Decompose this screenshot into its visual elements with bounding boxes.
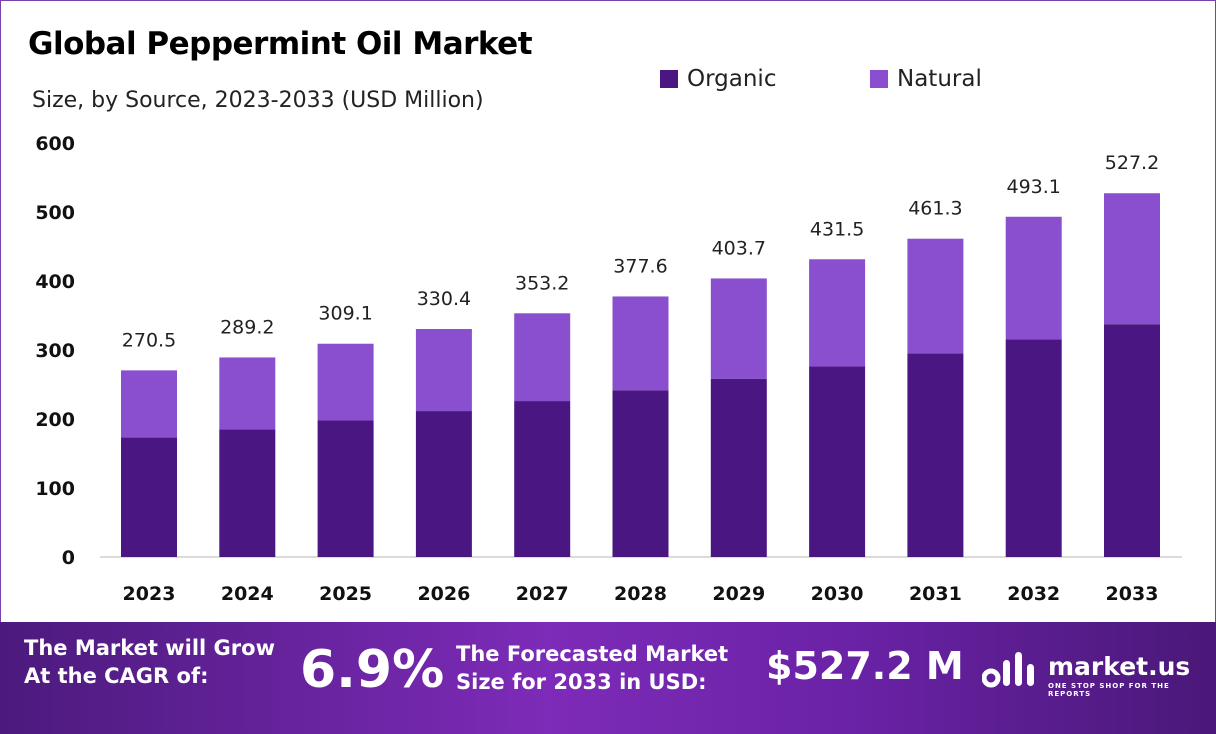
bar-natural-2026 [415,329,472,412]
cagr-label: The Market will Grow At the CAGR of: [24,634,275,690]
bar-total-label: 377.6 [613,255,667,277]
forecast-label-line2: Size for 2033 in USD: [456,670,707,694]
bar-organic-2028 [612,390,669,557]
bar-natural-2031 [907,238,964,354]
bar-total-label: 330.4 [417,288,471,310]
cagr-label-line1: The Market will Grow [24,636,275,660]
bar-natural-2029 [710,278,767,379]
cagr-value: 6.9% [300,640,445,700]
bar-natural-2033 [1104,193,1160,325]
legend-swatch-natural [870,70,888,88]
y-tick-label: 0 [62,547,75,569]
y-tick-label: 300 [35,340,75,362]
x-tick-label: 2033 [1106,583,1159,605]
bar-natural-2025 [317,343,374,421]
bar-total-label: 493.1 [1006,176,1060,198]
forecast-label: The Forecasted Market Size for 2033 in U… [456,640,728,696]
bar-natural-2027 [514,313,571,402]
bar-total-label: 403.7 [712,237,766,259]
y-tick-label: 400 [35,271,75,293]
y-tick-label: 200 [35,409,75,431]
bar-organic-2027 [514,401,571,557]
bar-total-label: 289.2 [220,316,274,338]
x-tick-label: 2032 [1007,583,1060,605]
bar-natural-2032 [1005,216,1062,340]
x-tick-label: 2029 [712,583,765,605]
bar-total-label: 461.3 [908,198,962,220]
y-tick-label: 500 [35,202,75,224]
bar-organic-2026 [415,411,472,557]
bar-total-label: 527.2 [1105,152,1159,174]
bar-total-label: 309.1 [318,303,372,325]
bar-organic-2024 [219,429,276,557]
bar-organic-2023 [121,437,177,557]
forecast-value: $527.2 M [766,644,964,688]
logo-tagline: ONE STOP SHOP FOR THE REPORTS [1048,682,1170,698]
bar-natural-2023 [121,370,177,438]
x-tick-label: 2024 [221,583,274,605]
y-tick-label: 600 [35,133,75,155]
bar-organic-2030 [809,366,866,557]
x-tick-label: 2028 [614,583,667,605]
bar-organic-2031 [907,353,964,557]
bar-natural-2030 [809,259,866,367]
x-tick-label: 2023 [123,583,176,605]
x-tick-label: 2031 [909,583,962,605]
forecast-label-line1: The Forecasted Market [456,642,729,666]
legend-swatch-organic [660,70,678,88]
x-tick-label: 2025 [319,583,372,605]
chart-subtitle: Size, by Source, 2023-2033 (USD Million) [32,88,484,113]
x-tick-label: 2030 [811,583,864,605]
footer-banner: The Market will Grow At the CAGR of: 6.9… [0,622,1216,734]
bar-organic-2032 [1005,339,1062,557]
logo-text: market.us [1048,652,1191,681]
bar-natural-2028 [612,296,669,391]
bar-natural-2024 [219,357,276,430]
bar-organic-2025 [317,420,374,557]
chart-title: Global Peppermint Oil Market [28,26,533,62]
legend-item-natural: Natural [870,66,982,92]
market-us-logo-icon [982,652,1034,688]
bar-organic-2033 [1104,324,1160,557]
bar-total-label: 353.2 [515,272,569,294]
legend-label-organic: Organic [687,66,777,92]
cagr-label-line2: At the CAGR of: [24,664,209,688]
bar-organic-2029 [710,378,767,557]
x-tick-label: 2027 [516,583,569,605]
bar-chart: 0 100 200 300 400 500 600 270.5 2023 289.2 2024 309… [35,133,1182,605]
bar-total-label: 270.5 [122,329,176,351]
legend-label-natural: Natural [897,66,982,92]
legend-item-organic: Organic [660,66,776,92]
x-tick-label: 2026 [417,583,470,605]
bar-total-label: 431.5 [810,218,864,240]
y-tick-label: 100 [35,478,75,500]
